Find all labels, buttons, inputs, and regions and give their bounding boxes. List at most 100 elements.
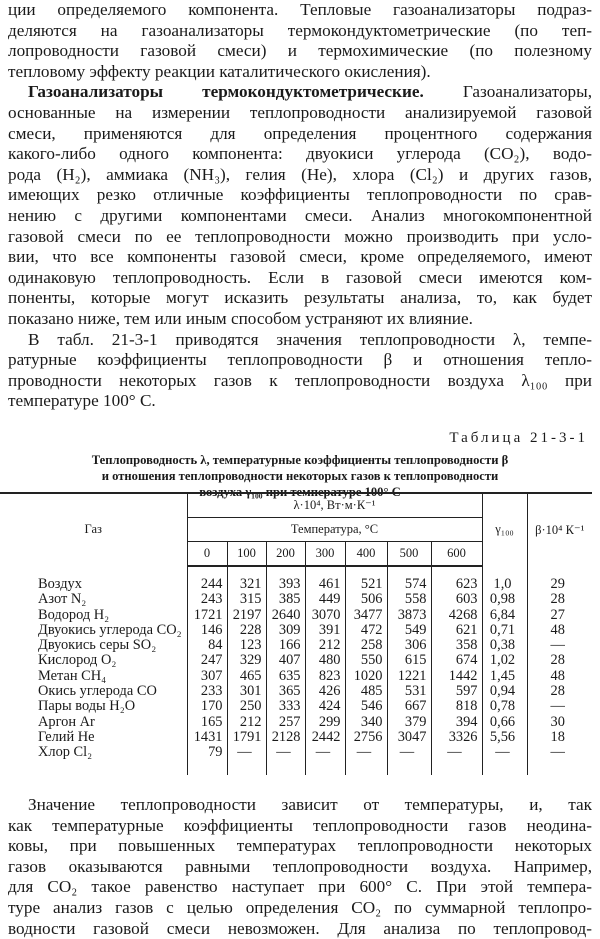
table-cell: 315 (226, 591, 266, 608)
table-row: Азот N₂ 243 315 385 449 506 558 603 0,98 28 (0, 591, 592, 608)
table-cell: 321 (226, 566, 266, 593)
text-run: основанные на измерении теплопроводности… (8, 102, 592, 122)
text-run: поненты, которые могут исказить результа… (8, 288, 592, 308)
table-cell: 1791 (226, 729, 266, 746)
table-cell: 0,78 (481, 699, 527, 715)
gas-name: Метан CH₄ (38, 667, 107, 684)
table-row: Воздух 244 321 393 461 521 574 623 1,0 29 (0, 566, 592, 593)
text-run: одинаковую теплопроводность. Если в газо… (8, 267, 592, 287)
text-run: ратурные коэффициенты теплопроводности β… (8, 350, 592, 370)
text-run: нению с другими компонентами смеси. Анал… (8, 205, 592, 225)
table-cell: 2640 (265, 607, 305, 623)
text-run: ции определяемого компонента. Тепловые г… (8, 0, 592, 19)
text-run: В табл. 21-3-1 приводятся значения тепло… (28, 329, 592, 349)
table-cell: 407 (265, 653, 305, 669)
table-cell: 307 (186, 668, 227, 685)
table-cell: 79 (186, 745, 227, 775)
table-row: Хлор Cl₂ 79— — — — — — — — (0, 744, 592, 775)
table-cell: 2442 (304, 729, 345, 746)
text-line: для CO₂ такое равенство наступает при 60… (8, 877, 592, 898)
text-line: тепловому эффекту реакции каталитическог… (8, 62, 592, 83)
text-line: какого-либо одного компонента: двуокиси … (8, 144, 592, 165)
text-run: смеси, применяются для определения проце… (8, 123, 592, 143)
table-cell: 385 (265, 591, 305, 608)
table-cell: 379 (386, 714, 431, 730)
text-line: ковы, при повышенных температурах теплоп… (8, 836, 592, 857)
table-cell: 0,94 (481, 683, 527, 700)
table-cell: 146 (186, 622, 227, 639)
table-cell: 3477 (344, 607, 387, 623)
text-run: как температурные коэффициенты теплопров… (8, 815, 592, 835)
table-cell: 166 (265, 637, 305, 654)
table-cell: 233 (186, 683, 227, 700)
table-cell: 1,0 (481, 566, 527, 593)
gas-name: Окись углерода CO (38, 683, 157, 700)
table-cell: 1442 (430, 668, 482, 685)
table-cell: — (386, 745, 431, 775)
run-in-heading: Газоанализаторы термокондуктометрические… (28, 82, 424, 102)
text-run: для CO₂ такое равенство наступает при 60… (8, 877, 592, 897)
text-run: температуре 100° C. (8, 391, 156, 411)
table-row: Метан CH₄ 307 465 635 823 1020 1221 1442 1,45 48 (0, 667, 592, 685)
text-line: рода (H₂), аммиака (NH₃), гелия (He), хл… (8, 165, 592, 186)
table-cell: 603 (430, 591, 482, 608)
table-cell: — (226, 745, 266, 775)
table-cell: 228 (226, 622, 266, 639)
table-cell: 243 (186, 591, 227, 608)
table-cell: 426 (304, 683, 345, 700)
table-cell: — (526, 699, 592, 715)
table-cell: 550 (344, 653, 387, 669)
header-lambda: λ·10⁴, Вт·м·К⁻¹ (186, 492, 482, 518)
table-title-line: и отношения теплопроводности некоторых г… (101, 469, 499, 483)
table-cell: 28 (526, 683, 592, 700)
table-cell: 365 (265, 683, 305, 700)
text-run: проводности некоторых газов к теплопрово… (8, 370, 592, 390)
text-line: проводности некоторых газов к теплопрово… (8, 371, 592, 392)
table-cell: 48 (526, 668, 592, 685)
table-cell: — (430, 745, 482, 775)
thermal-conductivity-table: Газ λ·10⁴, Вт·м·К⁻¹ γ₁₀₀ β·10⁴ К⁻¹ Темпе… (0, 492, 592, 775)
table-cell: 3326 (430, 729, 482, 746)
text-line: одинаковую теплопроводность. Если в газо… (8, 268, 592, 289)
text-line: газов оказываются равными теплопроводнос… (8, 857, 592, 878)
text-line: показано ниже, тем или иным способом уст… (8, 309, 592, 330)
header-temp-300: 300 (304, 541, 345, 567)
gas-name: Гелий He (38, 728, 95, 745)
text-run: тепловому эффекту реакции каталитическог… (8, 61, 431, 81)
table-row: Гелий He 1431 1791 2128 2442 2756 3047 3326 5,56… (0, 728, 592, 746)
table-cell: 299 (304, 714, 345, 730)
table-cell: 424 (304, 699, 345, 715)
text-line: В табл. 21-3-1 приводятся значения тепло… (8, 330, 592, 351)
header-temp-200: 200 (265, 541, 305, 567)
text-run: туре анализ газов с целью определения CO… (8, 897, 592, 917)
table-cell: 301 (226, 683, 266, 700)
text-run: вии, что все компоненты газовой смеси, к… (8, 247, 592, 267)
table-cell: 247 (186, 653, 227, 669)
table-row: Двуокись углерода CO₂ 146 228 309 391 472 549 6… (0, 622, 592, 639)
gas-name: Азот N₂ (38, 591, 87, 608)
table-cell: 6,84 (481, 607, 527, 623)
table-cell: 3070 (304, 607, 345, 623)
text-run: рода (H₂), аммиака (NH₃), гелия (He), хл… (8, 164, 592, 184)
text-run: деляются на газоанализаторы термокондукт… (8, 20, 592, 40)
text-line: газовой смеси по ее теплопроводности мож… (8, 227, 592, 248)
table-cell: 1721 (186, 607, 227, 623)
gas-name: Хлор Cl₂ (38, 744, 93, 761)
table-cell: 0,98 (481, 591, 527, 608)
table-cell: 1020 (344, 668, 387, 685)
table-cell: 449 (304, 591, 345, 608)
gas-name: Кислород O₂ (38, 652, 117, 669)
text-line: температуре 100° C. (8, 391, 592, 412)
text-run: Газоанализаторы, (423, 82, 592, 102)
text-run: газов оказываются равными теплопроводнос… (8, 856, 592, 876)
table-cell: 1,02 (481, 653, 527, 669)
table-cell: 0,71 (481, 622, 527, 639)
table-cell: 29 (526, 566, 592, 593)
table-cell: 329 (226, 653, 266, 669)
table-cell: 393 (265, 566, 305, 593)
text-line: нению с другими компонентами смеси. Анал… (8, 206, 592, 227)
table-cell: 461 (304, 566, 345, 593)
table-cell: 546 (344, 699, 387, 715)
text-line: Значение теплопроводности зависит от тем… (8, 795, 592, 816)
table-cell: 574 (386, 566, 431, 593)
